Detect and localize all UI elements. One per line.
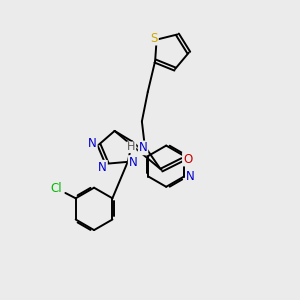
- Text: Cl: Cl: [51, 182, 62, 195]
- Text: S: S: [151, 32, 158, 45]
- Text: H: H: [127, 142, 136, 152]
- Text: N: N: [98, 161, 107, 174]
- Text: N: N: [139, 141, 147, 154]
- Text: N: N: [129, 156, 137, 169]
- Text: O: O: [183, 153, 192, 166]
- Text: N: N: [88, 137, 97, 151]
- Text: N: N: [186, 170, 195, 183]
